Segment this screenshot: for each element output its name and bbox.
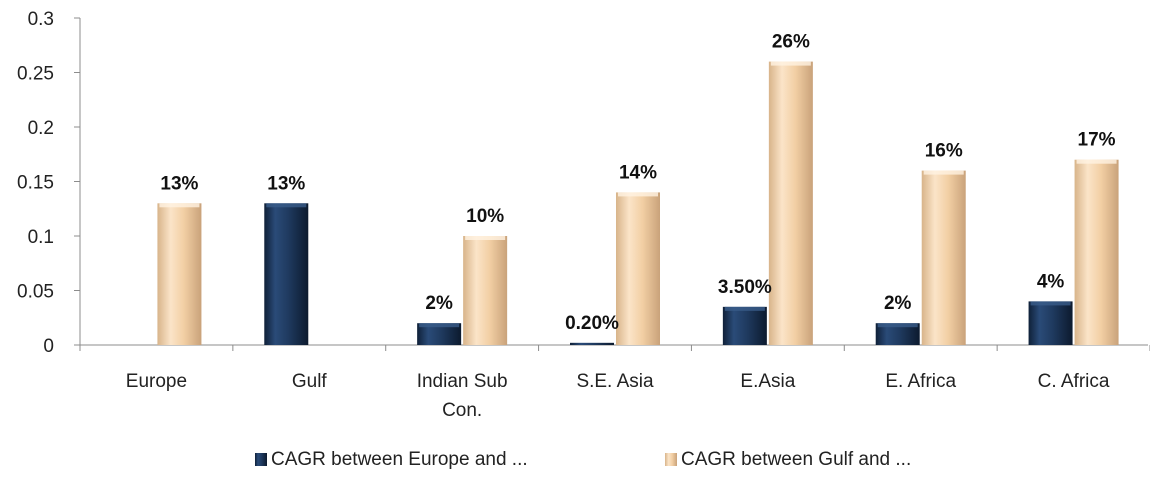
bar-top-bevel [724,306,765,311]
bar-body [157,203,202,345]
bar-top-bevel [923,170,964,175]
bar [722,306,767,345]
bar-value-label: 2% [884,293,912,314]
bar-value-label: 17% [1078,130,1116,151]
y-tick-label: 0.2 [28,118,54,139]
bar-body [570,342,614,345]
legend-swatch [255,453,267,466]
y-tick-label: 0 [43,336,54,357]
bar-body [417,323,462,345]
x-tick-label: Europe [126,371,187,392]
bar [616,192,660,345]
bar-value-label: 26% [772,32,810,53]
y-tick-label: 0.1 [28,227,54,248]
bar [570,342,614,345]
bar [157,203,202,345]
x-tick-label: C. Africa [1038,371,1110,392]
bar [264,203,309,345]
y-tick-label: 0.05 [17,282,54,303]
bar-top-bevel [1076,159,1117,164]
bar-body [921,170,966,345]
x-tick-label: E. Africa [885,371,956,392]
x-tick-label: S.E. Asia [576,371,654,392]
x-tick-label: Gulf [292,371,328,392]
bar-top-bevel [419,323,460,328]
bar-body [875,323,920,345]
bar-body [768,61,813,345]
axes: 0 0.05 0.1 0.15 0.2 0.25 0.3 Europe Gulf Indian S… [17,9,1150,421]
bar-top-bevel [159,203,200,208]
bar-value-label: 16% [925,141,963,162]
bar-body [264,203,309,345]
bar [1028,301,1073,345]
legend-label: CAGR between Europe and ... [271,449,528,470]
bar [1074,159,1119,345]
bar [768,61,813,345]
bar-body [1028,301,1073,345]
legend-item: CAGR between Gulf and ... [665,449,911,470]
bar-body [616,192,660,345]
y-tick-label: 0.15 [17,173,54,194]
bar-body [463,236,508,345]
bar-body [722,306,767,345]
bar-value-label: 14% [619,162,657,183]
bar-value-label: 2% [425,293,453,314]
legend-label: CAGR between Gulf and ... [681,449,911,470]
data-labels: 13% 2% 0.20% 3.50% 2% 4% 13% 10% 14% 26% 16% 17% [160,32,1115,334]
y-tick-label: 0.25 [17,64,54,85]
bar-value-label: 0.20% [565,313,619,334]
bar [417,323,462,345]
x-tick-label: Indian Sub Con. [417,371,508,421]
bar-value-label: 3.50% [718,277,772,298]
bar-top-bevel [618,192,658,197]
x-tick-label: E.Asia [740,371,795,392]
bar-top-bevel [770,61,811,66]
bar-value-label: 13% [267,173,305,194]
bar-value-label: 10% [466,206,504,227]
bar [875,323,920,345]
legend-swatch [665,453,677,466]
legend-item: CAGR between Europe and ... [255,449,528,470]
y-tick-label: 0.3 [28,9,54,30]
bar-body [1074,159,1119,345]
legend: CAGR between Europe and ... CAGR between … [255,449,911,470]
bars [157,61,1119,345]
bar-value-label: 13% [160,173,198,194]
bar-value-label: 4% [1037,271,1065,292]
bar [463,236,508,345]
bar-top-bevel [1030,301,1071,306]
bar-top-bevel [877,323,918,328]
bar-top-bevel [266,203,307,208]
bar-top-bevel [465,236,506,240]
bar [921,170,966,345]
